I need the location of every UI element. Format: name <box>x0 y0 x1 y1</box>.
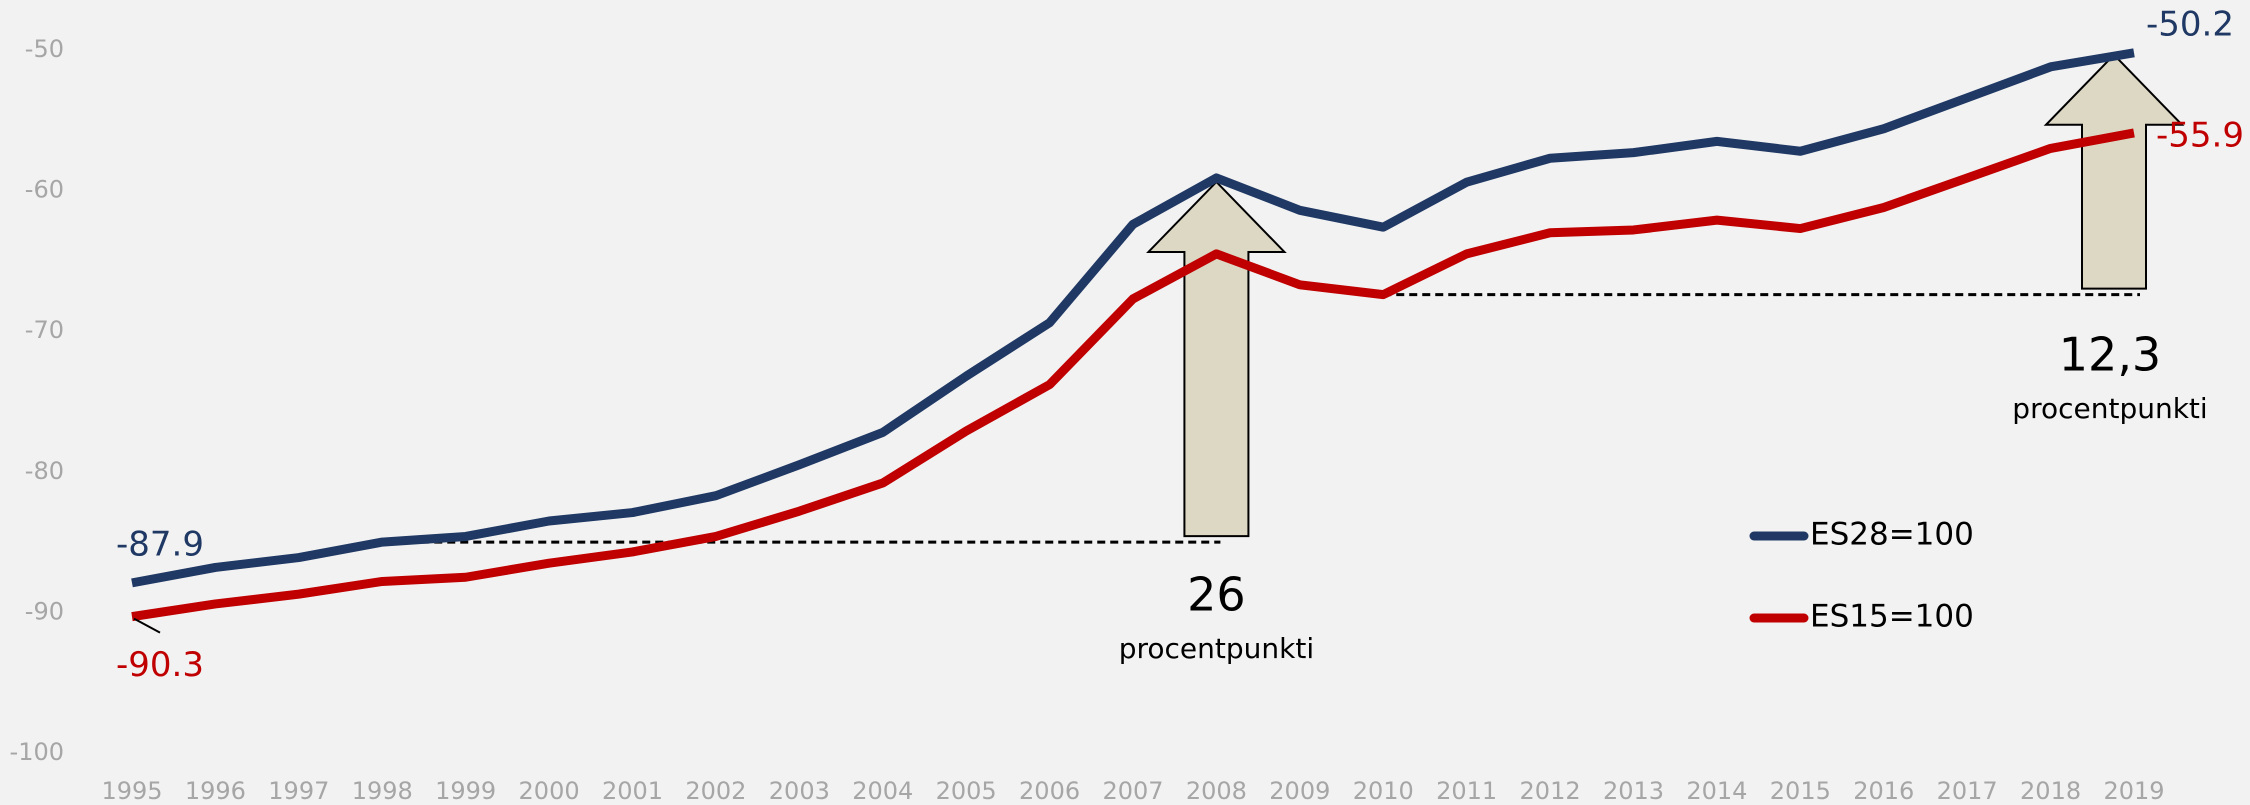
y-tick-label: -80 <box>25 457 64 485</box>
arrow <box>2043 53 2185 290</box>
x-tick-label: 2006 <box>1019 777 1080 805</box>
x-tick-label: 2001 <box>602 777 663 805</box>
x-tick-label: 2009 <box>1269 777 1330 805</box>
x-tick-label: 2015 <box>1770 777 1831 805</box>
x-tick-label: 2013 <box>1603 777 1664 805</box>
y-tick-label: -90 <box>25 597 64 625</box>
x-tick-label: 2018 <box>2020 777 2081 805</box>
legend-label: ES15=100 <box>1810 599 1974 635</box>
data-label: -87.9 <box>116 524 204 564</box>
annotation: 12,3 <box>2059 328 2161 382</box>
x-tick-label: 2012 <box>1520 777 1581 805</box>
data-label: -50.2 <box>2146 5 2234 45</box>
x-tick-label: 1997 <box>268 777 329 805</box>
x-tick-label: 2005 <box>936 777 997 805</box>
x-tick-label: 1999 <box>435 777 496 805</box>
x-tick-label: 2016 <box>1853 777 1914 805</box>
annotation-subtext: procentpunkti <box>2012 392 2207 425</box>
x-tick-label: 2000 <box>519 777 580 805</box>
x-tick-label: 1995 <box>101 777 162 805</box>
data-label: -90.3 <box>116 645 204 685</box>
x-tick-label: 2007 <box>1102 777 1163 805</box>
x-tick-label: 2014 <box>1686 777 1747 805</box>
x-tick-label: 1996 <box>185 777 246 805</box>
y-tick-label: -50 <box>25 35 64 63</box>
x-tick-label: 2003 <box>769 777 830 805</box>
leader-line <box>133 617 161 634</box>
annotation-subtext: procentpunkti <box>1119 632 1314 665</box>
annotation: 26 <box>1187 568 1246 622</box>
x-tick-label: 2002 <box>685 777 746 805</box>
y-tick-label: -60 <box>25 176 64 204</box>
arrow <box>1146 180 1287 538</box>
x-tick-label: 2019 <box>2103 777 2164 805</box>
x-tick-label: 2017 <box>1937 777 1998 805</box>
y-tick-label: -100 <box>10 738 64 766</box>
y-tick-label: -70 <box>25 316 64 344</box>
x-tick-label: 2008 <box>1186 777 1247 805</box>
x-tick-label: 1998 <box>352 777 413 805</box>
series-line <box>131 128 2135 622</box>
series-line <box>131 48 2135 588</box>
legend-label: ES28=100 <box>1810 517 1974 553</box>
x-tick-label: 2011 <box>1436 777 1497 805</box>
data-label: -55.9 <box>2156 115 2244 155</box>
x-tick-label: 2004 <box>852 777 913 805</box>
x-tick-label: 2010 <box>1353 777 1414 805</box>
